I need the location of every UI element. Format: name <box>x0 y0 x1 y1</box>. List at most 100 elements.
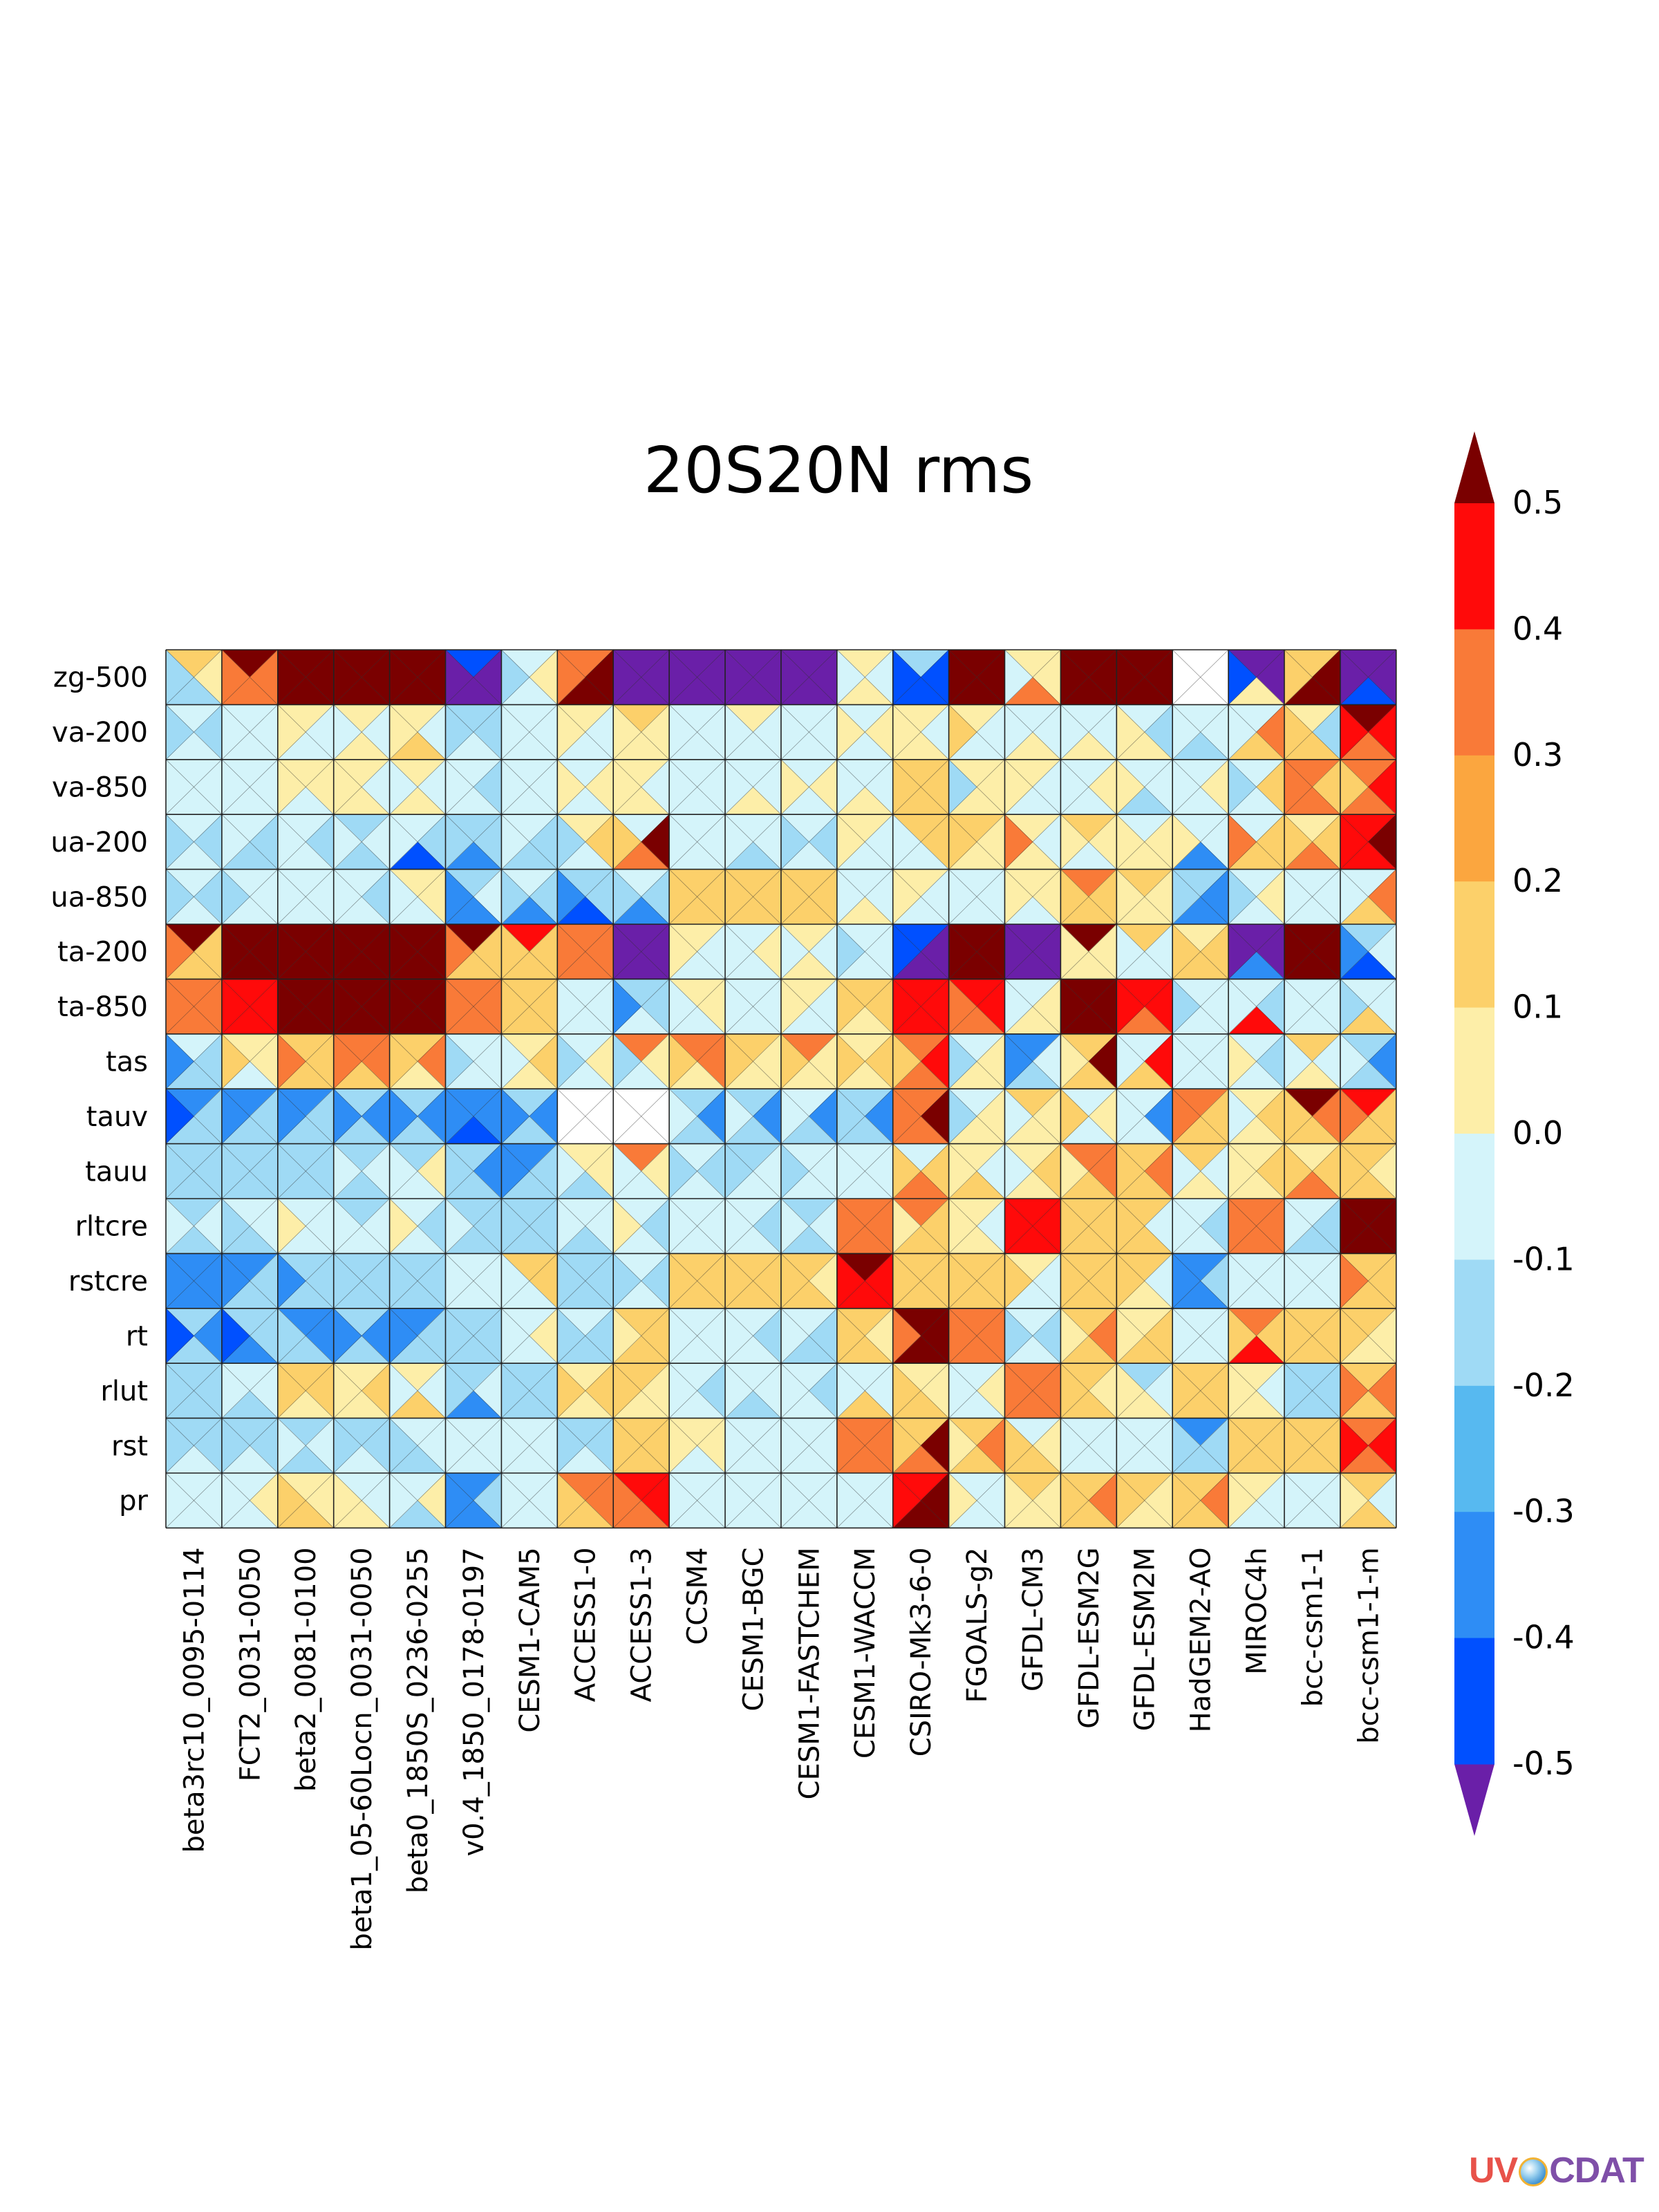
cell-diagonal <box>836 924 893 980</box>
heatmap-cell <box>948 978 1006 1035</box>
heatmap-cell <box>1340 814 1397 870</box>
cell-diagonal <box>501 704 558 760</box>
heatmap-cell <box>612 1253 670 1309</box>
cell-diagonal <box>724 649 782 705</box>
cell-diagonal <box>1340 924 1397 980</box>
cell-diagonal <box>1228 814 1285 870</box>
cell-diagonal <box>277 1033 334 1089</box>
cell-diagonal <box>165 979 223 1035</box>
cell-diagonal <box>1116 869 1173 925</box>
heatmap-cell <box>332 759 391 815</box>
heatmap-cell <box>277 924 335 980</box>
heatmap-cell <box>500 924 559 980</box>
cell-diagonal <box>948 979 1005 1035</box>
cell-diagonal <box>1116 649 1173 705</box>
cell-diagonal <box>277 869 334 925</box>
cell-diagonal <box>1004 1308 1061 1364</box>
heatmap-cell <box>668 1417 726 1474</box>
cell-diagonal <box>333 1253 390 1309</box>
cell-diagonal <box>333 1362 390 1418</box>
heatmap-cell <box>836 1088 894 1145</box>
cell-diagonal <box>836 1418 893 1474</box>
cell-diagonal <box>1060 649 1117 705</box>
heatmap-cell <box>892 1417 950 1474</box>
heatmap-cell <box>780 868 838 925</box>
cell-diagonal <box>557 1198 614 1254</box>
heatmap-cell <box>612 978 670 1035</box>
heatmap-cell <box>221 924 279 980</box>
heatmap-cell <box>1340 1308 1397 1364</box>
heatmap-cell <box>1284 1472 1341 1529</box>
cell-diagonal <box>1004 814 1061 870</box>
column-label: CESM1-WACCM <box>850 1547 881 1759</box>
cell-diagonal <box>780 704 838 760</box>
cell-diagonal <box>1284 1143 1341 1199</box>
heatmap-cell <box>724 1362 782 1419</box>
heatmap-cell <box>836 649 894 706</box>
heatmap-cell <box>612 1308 670 1364</box>
cell-diagonal <box>948 1253 1005 1309</box>
heatmap-cell <box>444 649 503 706</box>
heatmap-cell <box>724 1472 782 1529</box>
heatmap-cell <box>780 1417 838 1474</box>
cell-diagonal <box>221 1033 279 1089</box>
heatmap-cell <box>556 868 614 925</box>
heatmap-cell <box>948 814 1006 870</box>
heatmap-cell <box>1284 1088 1341 1145</box>
heatmap-cell <box>332 924 391 980</box>
heatmap-cell <box>332 1472 391 1529</box>
cell-diagonal <box>1172 1308 1229 1364</box>
cell-diagonal <box>1116 1033 1173 1089</box>
colorbar-segment <box>1454 881 1494 1009</box>
heatmap-cell <box>388 1033 447 1089</box>
row-label: rlut <box>100 1376 148 1407</box>
heatmap-cell <box>892 1308 950 1364</box>
heatmap-cell <box>892 1143 950 1199</box>
column-label: CESM1-FASTCHEM <box>794 1547 825 1799</box>
heatmap-cell <box>1004 1198 1062 1255</box>
cell-diagonal <box>1060 1088 1117 1144</box>
cell-diagonal <box>668 1253 726 1309</box>
column-label: beta2_0081-0100 <box>290 1547 322 1792</box>
heatmap-cell <box>668 1362 726 1419</box>
heatmap-cell <box>221 1143 279 1199</box>
heatmap-cell <box>1172 1033 1229 1089</box>
cell-diagonal <box>780 649 838 705</box>
colorbar-tick-label: 0.0 <box>1512 1114 1563 1152</box>
heatmap-cell <box>556 1362 614 1419</box>
cell-diagonal <box>724 1088 782 1144</box>
cell-diagonal <box>1340 1308 1397 1364</box>
heatmap-cell <box>165 1362 223 1419</box>
heatmap-cell <box>1172 1417 1229 1474</box>
cell-diagonal <box>557 759 614 815</box>
heatmap-cell <box>277 1198 335 1255</box>
heatmap-cell <box>668 814 726 870</box>
cell-diagonal <box>1060 704 1117 760</box>
cell-diagonal <box>277 1143 334 1199</box>
cell-diagonal <box>780 1033 838 1089</box>
heatmap-cell <box>556 1198 614 1255</box>
heatmap-cell <box>332 1088 391 1145</box>
cell-diagonal <box>836 1362 893 1418</box>
heatmap-cell <box>1284 978 1341 1035</box>
heatmap-cell <box>556 1143 614 1199</box>
heatmap-cell <box>1004 1033 1062 1089</box>
heatmap-cell <box>1004 978 1062 1035</box>
colorbar-segment <box>1454 755 1494 882</box>
cell-diagonal <box>1228 759 1285 815</box>
cell-diagonal <box>1116 979 1173 1035</box>
heatmap-cell <box>948 924 1006 980</box>
column-label: CCSM4 <box>682 1547 714 1644</box>
cell-diagonal <box>165 869 223 925</box>
cell-diagonal <box>389 814 446 870</box>
heatmap-cell <box>1172 1308 1229 1364</box>
heatmap-cell <box>1228 1472 1285 1529</box>
cell-diagonal <box>1340 1198 1397 1254</box>
cell-diagonal <box>668 704 726 760</box>
cell-diagonal <box>1172 1418 1229 1474</box>
heatmap-cell <box>1228 1088 1285 1145</box>
cell-diagonal <box>1228 1253 1285 1309</box>
heatmap-cell <box>1228 1033 1285 1089</box>
cell-diagonal <box>1004 1198 1061 1254</box>
cell-diagonal <box>1228 1033 1285 1089</box>
